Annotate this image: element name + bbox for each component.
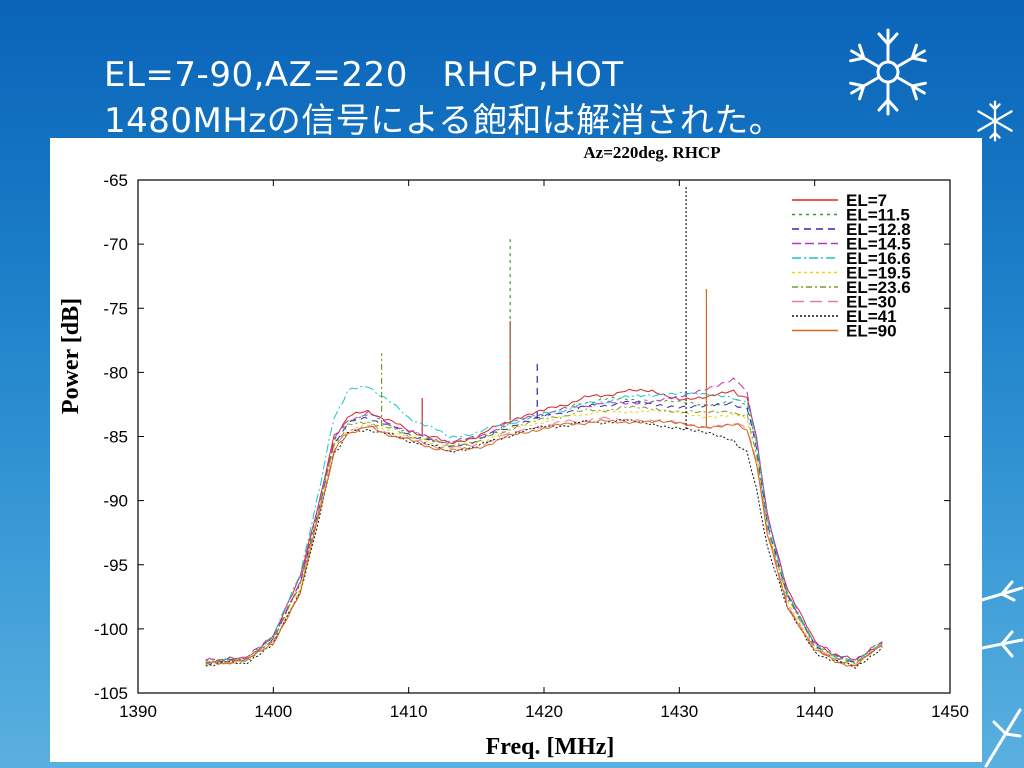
axes: 1390 1400 1410 1420 1430 1440 1450 -65 -70 -75 -80… <box>94 171 969 721</box>
y-tick-label: -95 <box>103 556 128 575</box>
chart-title: Az=220deg. RHCP <box>583 143 720 162</box>
snowflake-icon <box>982 580 1024 658</box>
y-tick-label: -80 <box>103 363 128 382</box>
chart-panel: Az=220deg. RHCP 1390 1400 1410 1420 1430 1440… <box>50 138 982 762</box>
legend-label: EL=16.6 <box>846 249 911 268</box>
series-lines <box>205 186 883 669</box>
legend-label: EL=7 <box>846 191 887 210</box>
x-axis-label: Freq. [MHz] <box>486 734 615 760</box>
series-line <box>205 416 883 667</box>
series-line <box>205 405 883 666</box>
y-tick-label: -105 <box>94 684 128 703</box>
plot-frame <box>137 179 951 694</box>
legend: EL=7EL=11.5EL=12.8EL=14.5EL=16.6EL=19.5E… <box>792 191 911 341</box>
plot-area <box>137 179 951 694</box>
legend-label: EL=90 <box>846 322 897 341</box>
legend-label: EL=14.5 <box>846 235 911 254</box>
y-axis-label: Power [dB] <box>58 298 84 414</box>
x-tick-label: 1420 <box>525 702 563 721</box>
legend-label: EL=23.6 <box>846 278 911 297</box>
snowflake-icon <box>977 100 1013 142</box>
series-line <box>205 396 883 665</box>
series-line <box>205 377 883 664</box>
snowflake-icon <box>984 708 1022 768</box>
legend-label: EL=30 <box>846 293 897 312</box>
legend-label: EL=41 <box>846 307 897 326</box>
y-tick-label: -85 <box>103 428 128 447</box>
x-tick-label: 1450 <box>931 702 969 721</box>
legend-label: EL=12.8 <box>846 220 911 239</box>
series-line <box>205 400 883 665</box>
y-tick-label: -90 <box>103 492 128 511</box>
x-tick-label: 1410 <box>390 702 428 721</box>
y-tick-label: -75 <box>103 299 128 318</box>
y-tick-label: -100 <box>94 620 128 639</box>
x-tick-label: 1430 <box>660 702 698 721</box>
legend-label: EL=11.5 <box>846 206 910 225</box>
slide-title-line-2: 1480MHzの信号による飽和は解消された。 <box>104 101 784 141</box>
x-tick-label: 1390 <box>119 702 157 721</box>
x-tick-label: 1440 <box>796 702 834 721</box>
legend-label: EL=19.5 <box>846 264 911 283</box>
y-tick-label: -65 <box>103 171 128 190</box>
series-line <box>205 385 883 665</box>
series-line <box>205 388 883 664</box>
series-line <box>205 408 883 667</box>
power-spectrum-chart: Az=220deg. RHCP 1390 1400 1410 1420 1430 1440… <box>58 143 969 760</box>
slide-title-line-1: EL=7-90,AZ=220 RHCP,HOT <box>104 55 624 95</box>
x-tick-label: 1400 <box>254 702 292 721</box>
series-line <box>205 418 883 669</box>
slide-title: EL=7-90,AZ=220 RHCP,HOT 1480MHzの信号による飽和は… <box>104 52 783 144</box>
snowflake-icon <box>845 28 931 116</box>
series-line <box>205 418 883 667</box>
y-tick-label: -70 <box>103 235 128 254</box>
